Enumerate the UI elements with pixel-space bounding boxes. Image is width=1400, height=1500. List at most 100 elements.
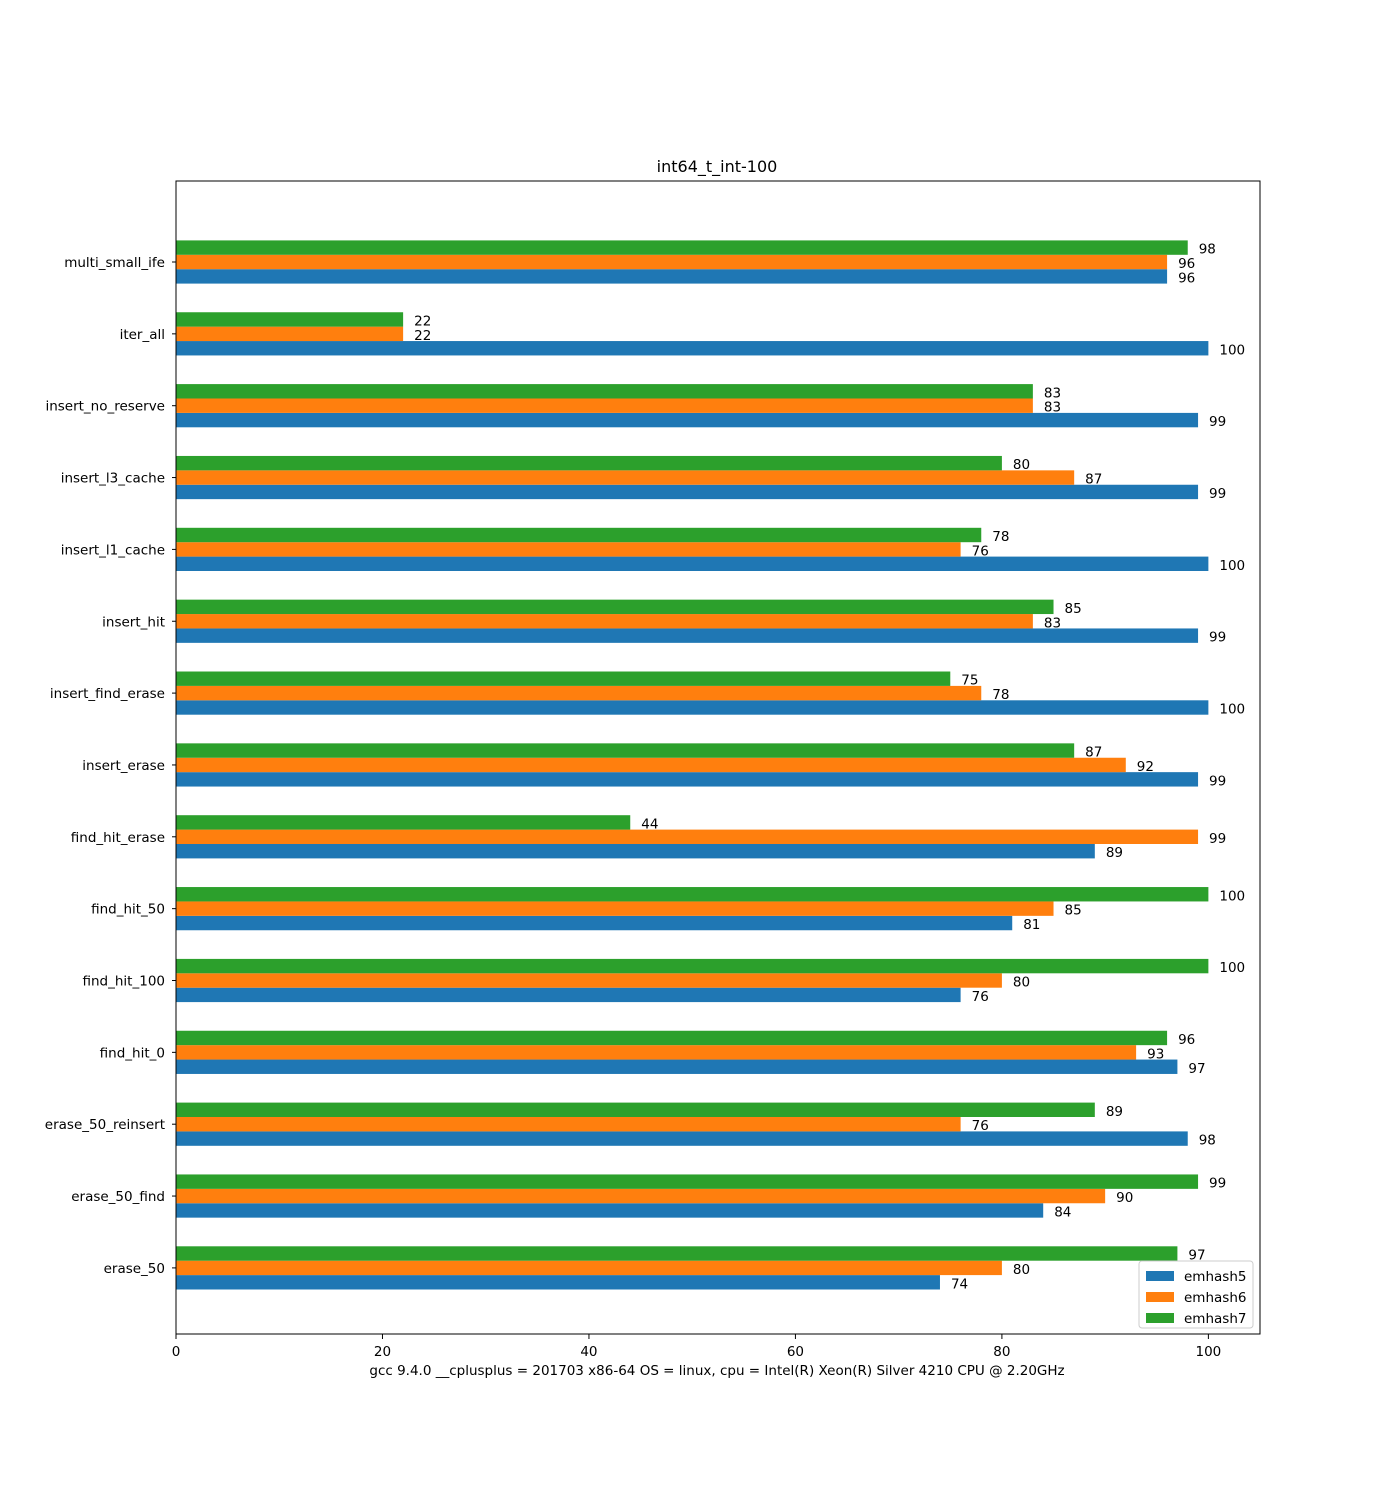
y-tick-label: find_hit_50 [91,902,165,918]
bar-emhash6 [176,901,1054,916]
x-tick-label: 20 [374,1344,391,1360]
bar-value-label: 89 [1106,845,1123,861]
y-tick-label: insert_l3_cache [61,471,165,487]
bar-emhash7 [176,384,1033,399]
bar-emhash5 [176,700,1209,715]
bar-emhash6 [176,470,1075,485]
bar-value-label: 80 [1013,1262,1030,1278]
bar-emhash5 [176,772,1199,787]
bar-value-label: 78 [992,687,1009,703]
y-tick-label: insert_find_erase [50,686,165,702]
bar-value-label: 93 [1147,1046,1164,1062]
legend-swatch [1146,1313,1174,1323]
bar-emhash7 [176,1174,1199,1189]
bar-value-label: 83 [1044,400,1061,416]
bar-emhash7 [176,1102,1095,1117]
bar-emhash7 [176,815,631,830]
bar-emhash5 [176,915,1013,931]
bar-emhash6 [176,829,1199,844]
bar-value-label: 90 [1116,1190,1133,1206]
bar-emhash5 [176,1275,940,1290]
bar-value-label: 99 [1209,486,1226,502]
bar-value-label: 97 [1188,1061,1205,1077]
bar-value-label: 80 [1013,457,1030,473]
bar-emhash5 [176,628,1199,643]
bar-value-label: 78 [992,529,1009,545]
bar-emhash5 [176,341,1209,356]
bar-emhash6 [176,398,1033,413]
bar-emhash6 [176,685,982,701]
bar-emhash7 [176,1246,1178,1261]
bar-emhash7 [176,599,1054,615]
y-tick-label: find_hit_100 [83,974,166,990]
bar-emhash6 [176,1188,1106,1204]
bar-emhash5 [176,412,1199,428]
bar-emhash6 [176,254,1168,270]
bar-emhash7 [176,887,1209,902]
bar-emhash7 [176,312,404,327]
bar-value-label: 96 [1178,1032,1195,1048]
bar-value-label: 99 [1209,831,1226,847]
bar-value-label: 74 [951,1276,968,1292]
bar-emhash7 [176,240,1188,255]
bar-value-label: 83 [1044,615,1061,631]
bar-value-label: 100 [1219,702,1245,718]
bar-emhash5 [176,269,1168,284]
legend: emhash5 emhash6 emhash7 [1138,1260,1254,1329]
bar-value-label: 99 [1209,773,1226,789]
bar-emhash5 [176,1131,1188,1146]
bar-value-label: 84 [1054,1204,1071,1220]
bar-emhash5 [176,484,1199,500]
bar-value-label: 99 [1209,630,1226,646]
legend-swatch [1146,1292,1174,1302]
bar-value-label: 76 [972,1118,989,1134]
bar-value-label: 22 [414,328,431,344]
y-tick-label: insert_l1_cache [61,542,165,558]
bar-emhash6 [176,973,1002,988]
bar-value-label: 44 [641,816,658,832]
x-axis: 0 20 40 60 80 100 [172,1334,1221,1360]
bar-value-label: 99 [1209,1176,1226,1192]
bar-emhash6 [176,614,1033,629]
bar-value-label: 100 [1219,342,1245,358]
bar-value-label: 96 [1178,270,1195,286]
bar-emhash7 [176,1030,1168,1046]
x-tick-label: 100 [1195,1344,1221,1360]
bar-emhash5 [176,844,1095,859]
x-tick-label: 80 [993,1344,1010,1360]
bar-value-label: 83 [1044,385,1061,401]
chart-title: int64_t_int-100 [657,157,778,177]
bar-emhash7 [176,958,1209,974]
y-tick-label: insert_erase [82,758,165,774]
x-tick-label: 60 [787,1344,804,1360]
bar-value-label: 76 [972,543,989,559]
bar-emhash5 [176,987,961,1003]
bar-value-label: 81 [1023,917,1040,933]
bar-emhash7 [176,671,951,686]
bar-emhash6 [176,326,404,342]
bar-emhash7 [176,743,1075,758]
legend-swatch [1146,1271,1174,1281]
bar-emhash6 [176,1260,1002,1276]
bar-value-label: 75 [961,673,978,689]
bar-value-label: 87 [1085,745,1102,761]
bar-value-label: 100 [1219,960,1245,976]
bar-value-label: 92 [1137,759,1154,775]
bar-emhash7 [176,455,1002,471]
y-tick-label: iter_all [120,327,165,343]
bar-value-label: 98 [1199,242,1216,258]
bar-emhash5 [176,1203,1044,1218]
x-tick-label: 0 [172,1344,181,1360]
plot-frame [175,180,1261,1335]
bar-value-label: 76 [972,989,989,1005]
y-tick-label: erase_50_find [71,1189,165,1205]
value-labels-layer: 9696981002222998383998780100767899838510… [414,242,1245,1293]
x-tick-label: 40 [580,1344,597,1360]
legend-label: emhash7 [1184,1311,1246,1327]
legend-label: emhash5 [1184,1269,1246,1285]
legend-label: emhash6 [1184,1290,1246,1306]
y-tick-label: find_hit_0 [100,1045,165,1061]
bar-emhash6 [176,542,961,557]
bars-layer [176,240,1209,1290]
bar-emhash5 [176,1059,1178,1074]
